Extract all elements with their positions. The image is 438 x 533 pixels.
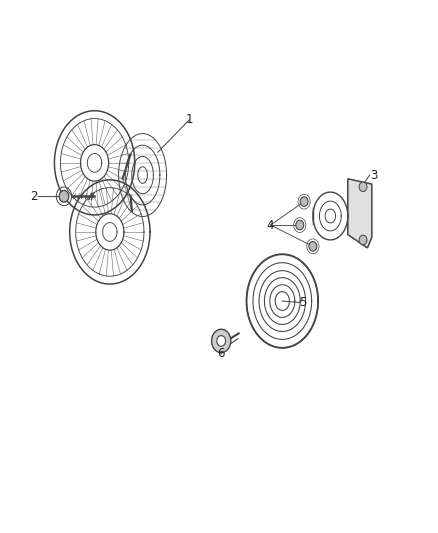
Circle shape [300,197,308,206]
Text: 2: 2 [30,190,37,203]
Circle shape [359,235,367,245]
Text: 1: 1 [186,114,193,126]
Text: 4: 4 [267,219,274,231]
Text: 6: 6 [217,347,225,360]
Circle shape [296,220,304,230]
Circle shape [359,182,367,191]
Circle shape [217,336,226,346]
Circle shape [309,241,317,251]
Circle shape [59,190,69,202]
Text: 5: 5 [299,296,307,309]
Text: 3: 3 [370,168,378,182]
Circle shape [212,329,231,353]
Polygon shape [348,179,372,248]
